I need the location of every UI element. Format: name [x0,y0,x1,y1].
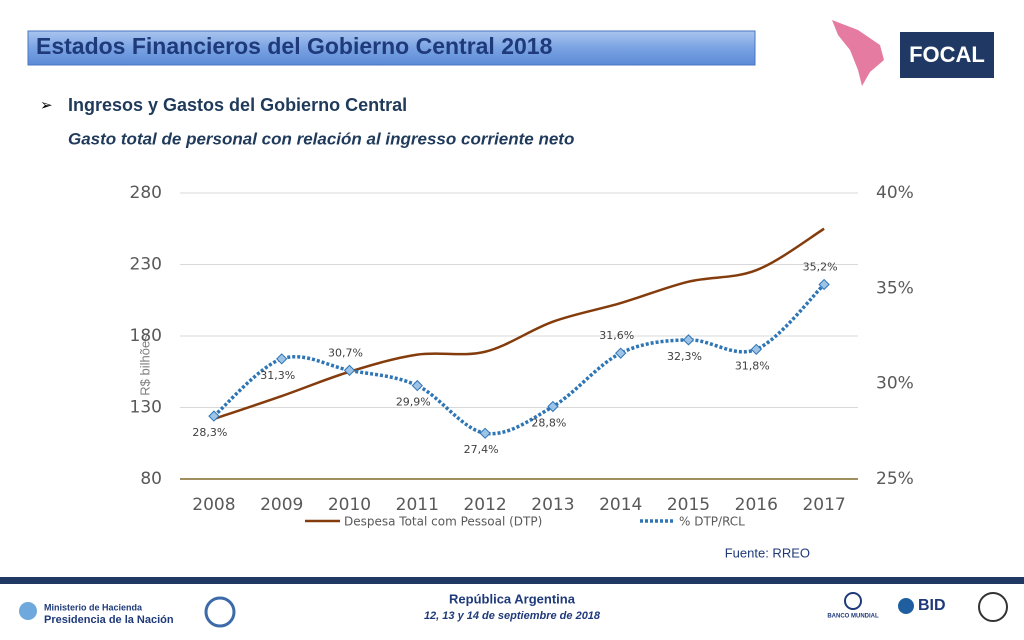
y-axis-label: R$ bilhões [137,334,152,396]
data-label: 31,8% [735,359,770,372]
data-label: 27,4% [464,443,499,456]
point-marker [615,347,627,359]
footer-dates: 12, 13 y 14 de septiembre de 2018 [424,610,601,622]
focal-logo [900,32,994,78]
point-marker [479,427,491,439]
point-marker [818,278,830,291]
x-tick-label: 2015 [667,495,710,515]
x-tick-label: 2011 [396,495,439,515]
y2-tick-label: 30% [876,374,914,394]
seal-logo [204,596,236,628]
data-label: 32,3% [667,350,702,363]
series-line [213,227,825,421]
bid-logo [898,598,914,614]
x-tick-label: 2009 [260,495,303,515]
data-label: 30,7% [328,346,363,359]
data-label: 35,2% [803,261,838,274]
x-tick-label: 2008 [192,495,235,515]
x-tick-label: 2012 [463,495,506,515]
wb-logo [844,592,862,610]
title-bar [27,30,756,66]
y-tick-label: 130 [130,398,162,418]
point-marker [682,334,695,346]
y2-tick-label: 25% [876,469,914,489]
bullet: Ingresos y Gastos del Gobierno Central [68,95,407,115]
source: Fuente: RREO [725,545,810,560]
x-tick-label: 2010 [328,495,371,515]
wb-text: BANCO MUNDIAL [827,614,879,620]
y2-tick-label: 35% [876,278,914,298]
data-label: 28,8% [531,417,566,430]
map-logo [832,20,884,86]
data-label: 28,3% [192,426,227,439]
footer-bar [0,577,1024,584]
point-marker [208,410,220,422]
legend-label: % DTP/RCL [679,515,745,529]
data-label: 29,9% [396,396,431,409]
ministry: Ministerio de Hacienda [44,602,143,612]
y-tick-label: 180 [130,326,162,346]
point-marker [547,400,559,413]
data-label: 31,3% [260,369,295,382]
subtitle: Gasto total de personal con relación al … [68,129,574,148]
y-tick-label: 280 [130,183,162,203]
y-tick-label: 230 [130,255,162,275]
x-tick-label: 2017 [802,495,845,515]
point-marker [750,343,762,356]
data-label: 31,6% [599,329,634,342]
bullet-mark: ➢ [40,97,53,114]
imf-logo [978,592,1008,622]
bid-text: BID [918,597,946,614]
x-tick-label: 2016 [735,495,778,515]
ministry-logo [19,602,37,620]
point-marker [343,364,356,376]
point-marker [411,379,423,392]
series-line [212,283,826,436]
slide-title: Estados Financieros del Gobierno Central… [36,33,553,59]
y-tick-label: 80 [140,469,162,489]
x-tick-label: 2014 [599,495,642,515]
legend-label: Despesa Total com Pessoal (DTP) [344,515,542,529]
focal-text: FOCAL [909,42,985,67]
y2-tick-label: 40% [876,183,914,203]
footer-country: República Argentina [449,591,576,606]
point-marker [276,353,288,365]
presidency: Presidencia de la Nación [44,614,174,626]
x-tick-label: 2013 [531,495,574,515]
